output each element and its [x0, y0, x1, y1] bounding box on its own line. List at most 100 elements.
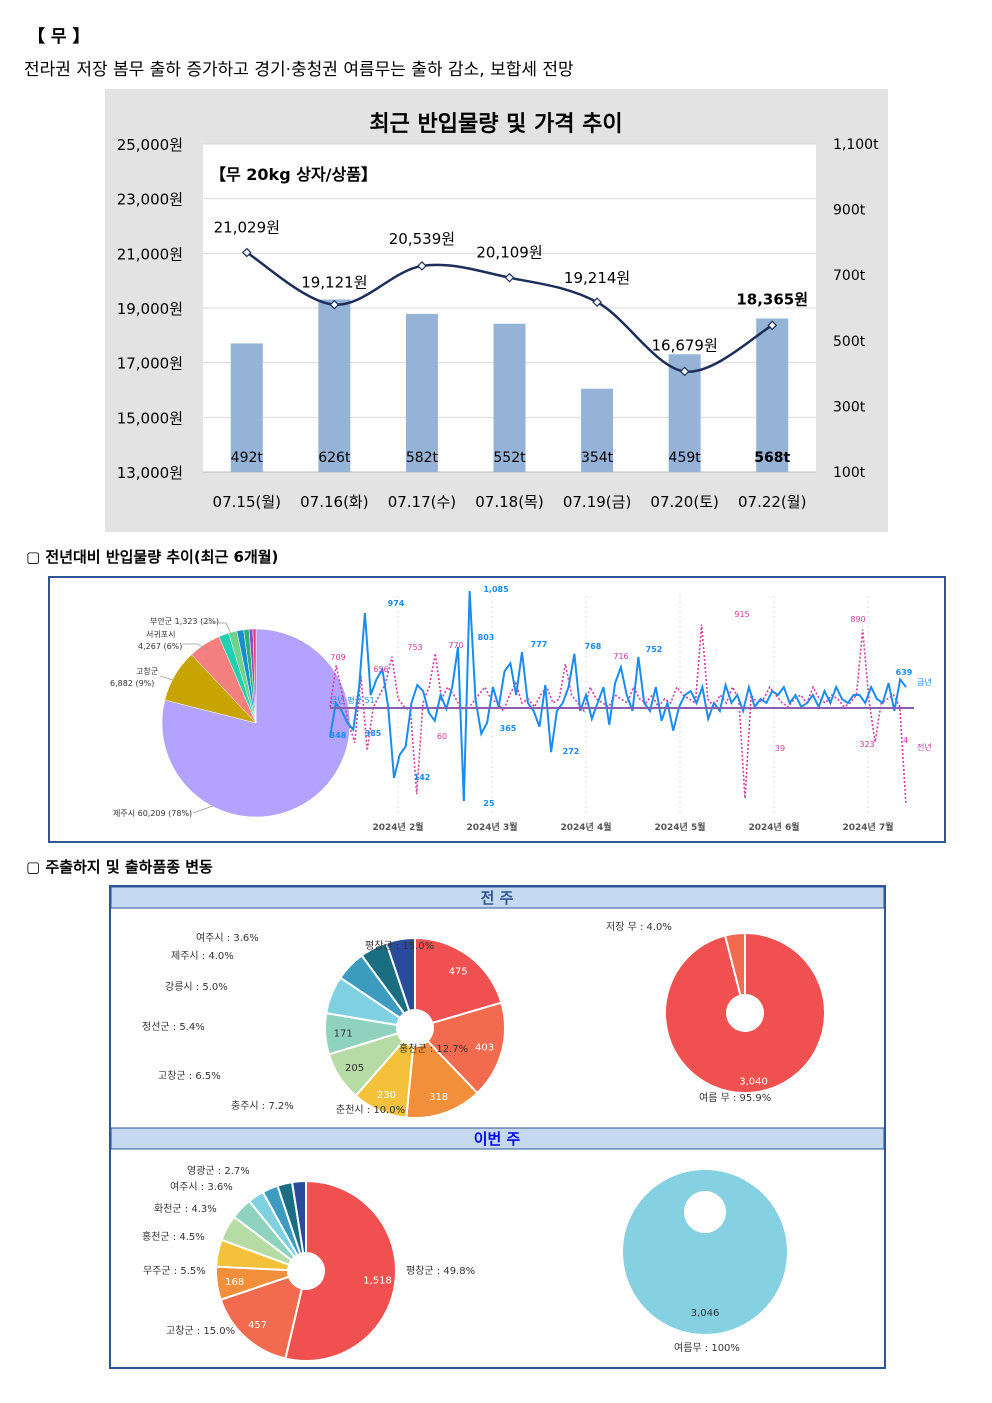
price-label: 18,365원 — [736, 290, 808, 308]
this-year-line — [329, 590, 907, 802]
x-tick-label: 07.16(화) — [300, 493, 368, 511]
volume-bar — [405, 313, 438, 472]
volume-bar-label: 354t — [581, 450, 614, 466]
slice-name-label: 무주군 : 5.5% — [143, 1265, 206, 1277]
page-heading: 【 무 】 — [28, 27, 90, 47]
panel-header-prev — [110, 886, 885, 909]
slice-value-label: 1,518 — [363, 1275, 392, 1286]
slice-value-label: 403 — [475, 1043, 494, 1054]
volume-bar — [230, 343, 263, 472]
pie-slice — [252, 628, 257, 724]
pie-label: 부안군 1,323 (2%) — [150, 616, 219, 626]
volume-bar — [756, 318, 789, 472]
panel-title-this-week: 이번 주 — [474, 1130, 521, 1148]
this-year-label: 974 — [388, 599, 405, 608]
price-point — [592, 297, 602, 307]
y-left-tick: 17,000원 — [117, 355, 183, 373]
last-year-label: 770 — [448, 641, 463, 650]
slice-name-label: 저장 무 : 4.0% — [606, 921, 672, 933]
volume-bar-label: 459t — [669, 450, 702, 466]
legend-last-year: 전년 — [917, 742, 932, 752]
volume-bar — [318, 299, 351, 472]
this-year-label: 385 — [365, 729, 382, 738]
y-right-tick: 300t — [833, 399, 866, 415]
slice-name-label: 평창군 : 15.0% — [365, 940, 434, 952]
last-year-label: 323 — [859, 740, 874, 749]
chart-title: 최근 반입물량 및 가격 추이 — [369, 112, 622, 137]
this-year-label: 803 — [478, 633, 495, 642]
pie-slice — [284, 1179, 397, 1362]
chart-subtitle: 【무 20kg 상자/상품】 — [210, 165, 377, 184]
y-right-tick: 500t — [833, 334, 866, 350]
pie-slice — [405, 1039, 479, 1119]
this-year-label: 1,085 — [483, 585, 509, 594]
page-subtitle: 전라권 저장 봄무 출하 증가하고 경기·충청권 여름무는 출하 감소, 보합세… — [24, 60, 574, 80]
price-label: 21,029원 — [214, 219, 280, 237]
last-year-label: 709 — [330, 653, 345, 662]
slice-name-label: 여주시 : 3.6% — [170, 1181, 233, 1193]
slice-name-label: 충주시 : 7.2% — [231, 1100, 294, 1112]
this-year-label: 272 — [563, 747, 580, 756]
price-point — [504, 272, 515, 283]
pie-slice — [161, 628, 351, 818]
pie-slice — [219, 1275, 304, 1360]
slice-value-label: 318 — [429, 1092, 448, 1103]
y-left-tick: 23,000원 — [117, 191, 183, 209]
volume-bar-label: 582t — [406, 450, 439, 466]
pie-label: 6,882 (9%) — [110, 679, 154, 688]
x-tick-label: 07.17(수) — [388, 493, 456, 511]
pie-slice — [385, 936, 416, 1013]
price-point — [329, 299, 340, 310]
slice-name-label: 평창군 : 49.8% — [406, 1265, 475, 1277]
last-year-label: 716 — [613, 652, 628, 661]
price-point — [417, 261, 427, 271]
slice-value-label: 3,046 — [691, 1308, 720, 1319]
this-year-label: 752 — [646, 645, 663, 654]
x-tick-label: 07.19(금) — [563, 493, 631, 511]
x-tick-label: 07.18(목) — [475, 493, 543, 511]
last-year-line — [329, 624, 907, 806]
last-year-label: 915 — [734, 610, 749, 619]
slice-name-label: 고창군 : 15.0% — [166, 1325, 235, 1337]
y-right-tick: 100t — [833, 465, 866, 481]
slice-name-label: 여름무 : 100% — [674, 1342, 740, 1354]
panel-title-prev-week: 전 주 — [481, 889, 514, 907]
y-left-tick: 21,000원 — [117, 245, 183, 263]
this-year-label: 777 — [531, 640, 548, 649]
this-year-label: 142 — [414, 773, 431, 782]
this-year-label: 768 — [585, 642, 602, 651]
x-tick-label: 07.15(월) — [213, 493, 281, 511]
x-tick-label: 2024년 2월 — [372, 821, 423, 833]
volume-trend-panel: 부안군 1,323 (2%) 서귀포시 4,267 (6%) 고창군 6,882 (9%… — [48, 576, 946, 843]
slice-value-label: 168 — [225, 1277, 244, 1288]
legend-this-year: 금년 — [917, 677, 932, 687]
y-left-tick: 25,000원 — [117, 136, 183, 154]
y-right-tick: 900t — [833, 203, 866, 219]
pie-slice — [414, 936, 503, 1025]
x-tick-label: 2024년 6월 — [748, 821, 799, 833]
leader-line — [183, 643, 209, 652]
pie-slice — [723, 931, 746, 997]
pie-label: 서귀포시 — [146, 629, 175, 639]
slice-value-label: 205 — [345, 1063, 364, 1074]
section-title-volume-trend: ▢ 전년대비 반입물량 추이(최근 6개월) — [26, 548, 279, 566]
slice-name-label: 홍천군 : 4.5% — [142, 1230, 205, 1243]
y-right-tick: 700t — [833, 268, 866, 284]
last-year-label: 39 — [775, 744, 785, 753]
this-year-label: 365 — [500, 724, 517, 733]
y-left-tick: 15,000원 — [117, 409, 183, 427]
slice-value-label: 230 — [377, 1090, 396, 1101]
slice-name-label: 강릉시 : 5.0% — [165, 981, 228, 993]
price-label: 20,539원 — [389, 230, 455, 248]
slice-name-label: 화천군 : 4.3% — [154, 1203, 217, 1215]
volume-bar-label: 552t — [493, 450, 526, 466]
slice-name-label: 영광군 : 2.7% — [187, 1165, 250, 1177]
slice-name-label: 정선군 : 5.4% — [142, 1021, 205, 1033]
price-label: 19,121원 — [301, 274, 367, 292]
price-label: 20,109원 — [476, 244, 542, 262]
slice-value-label: 475 — [449, 966, 468, 977]
y-left-tick: 19,000원 — [117, 300, 183, 318]
last-year-label: 60 — [437, 732, 447, 741]
pie-label: 제주시 60,209 (78%) — [113, 809, 192, 818]
leader-line — [159, 675, 174, 681]
